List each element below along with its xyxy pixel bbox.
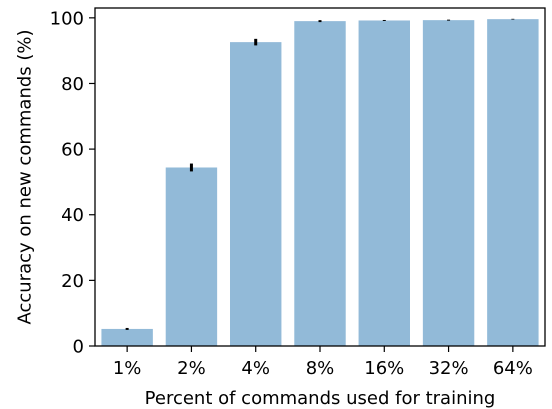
error-bars-group	[125, 18, 515, 330]
bar-16pct	[358, 20, 410, 346]
x-axis-label: Percent of commands used for training	[145, 388, 496, 409]
y-tick-label: 20	[61, 271, 84, 292]
x-tick-label: 32%	[429, 358, 469, 379]
bar-8pct	[294, 21, 346, 346]
bar-32pct	[422, 20, 475, 346]
x-tick-label: 64%	[493, 358, 533, 379]
bar-2pct	[165, 167, 218, 346]
x-tick-label: 16%	[364, 358, 404, 379]
y-axis-label: Accuracy on new commands (%)	[14, 29, 35, 324]
bar-4pct	[230, 42, 282, 347]
y-tick-label: 0	[73, 337, 84, 358]
bar-1pct	[101, 328, 153, 346]
y-tick-label: 100	[50, 8, 84, 29]
x-tick-label: 8%	[306, 358, 335, 379]
bar-64pct	[487, 19, 539, 346]
y-tick-label: 40	[61, 205, 84, 226]
x-tick-label: 2%	[177, 358, 206, 379]
y-tick-label: 60	[61, 140, 84, 161]
x-ticks-group: 1% 2% 4% 8% 16% 32% 64%	[113, 346, 533, 379]
x-tick-label: 4%	[241, 358, 270, 379]
y-tick-label: 80	[61, 74, 84, 95]
y-ticks-group: 0 20 40 60 80 100	[50, 8, 95, 358]
x-tick-label: 1%	[113, 358, 142, 379]
bars-group	[101, 19, 539, 347]
